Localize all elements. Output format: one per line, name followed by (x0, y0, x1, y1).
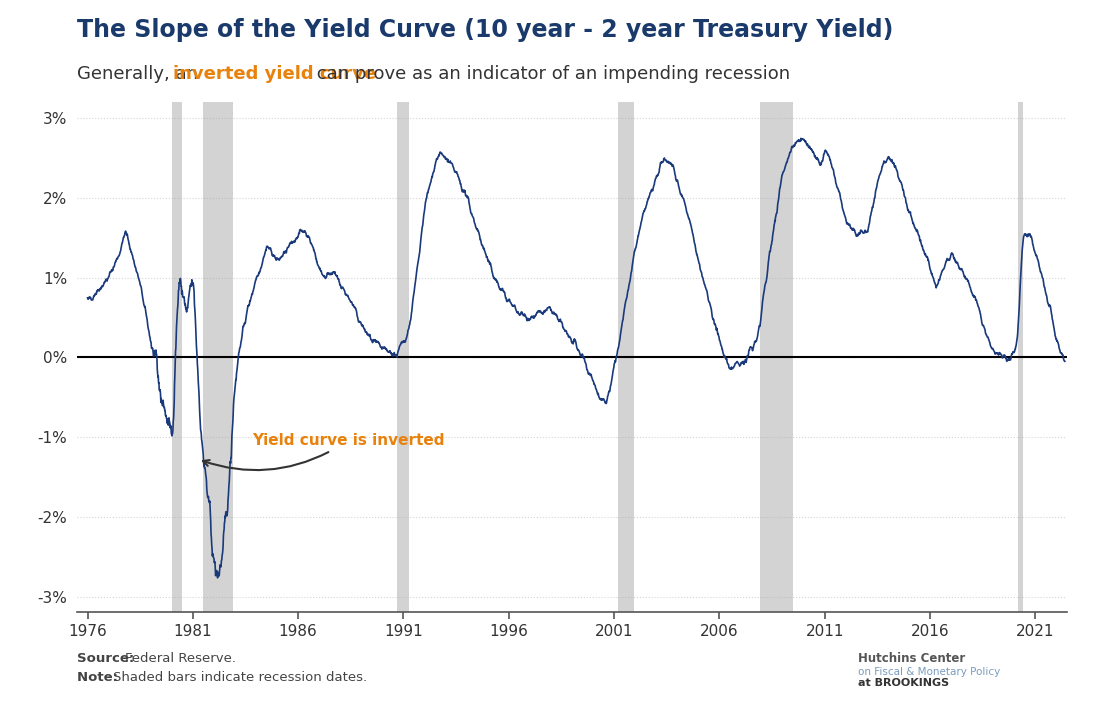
Text: on Fiscal & Monetary Policy: on Fiscal & Monetary Policy (858, 667, 1000, 677)
Text: Note:: Note: (77, 672, 122, 684)
Text: Source:: Source: (77, 653, 139, 665)
Bar (1018, 102, 1023, 612)
Bar (204, 102, 233, 612)
Bar (172, 102, 183, 612)
Text: can prove as an indicator of an impending recession: can prove as an indicator of an impendin… (311, 65, 790, 83)
Text: Generally, an: Generally, an (77, 65, 204, 83)
Text: Yield curve is inverted: Yield curve is inverted (202, 433, 444, 470)
Text: Federal Reserve.: Federal Reserve. (125, 653, 236, 665)
Bar (760, 102, 793, 612)
Text: at BROOKINGS: at BROOKINGS (858, 678, 949, 688)
Text: Shaded bars indicate recession dates.: Shaded bars indicate recession dates. (113, 672, 367, 684)
Text: inverted yield curve: inverted yield curve (174, 65, 376, 83)
Bar (618, 102, 634, 612)
Text: The Slope of the Yield Curve (10 year - 2 year Treasury Yield): The Slope of the Yield Curve (10 year - … (77, 18, 893, 42)
Text: Hutchins Center: Hutchins Center (858, 653, 966, 665)
Bar (396, 102, 409, 612)
